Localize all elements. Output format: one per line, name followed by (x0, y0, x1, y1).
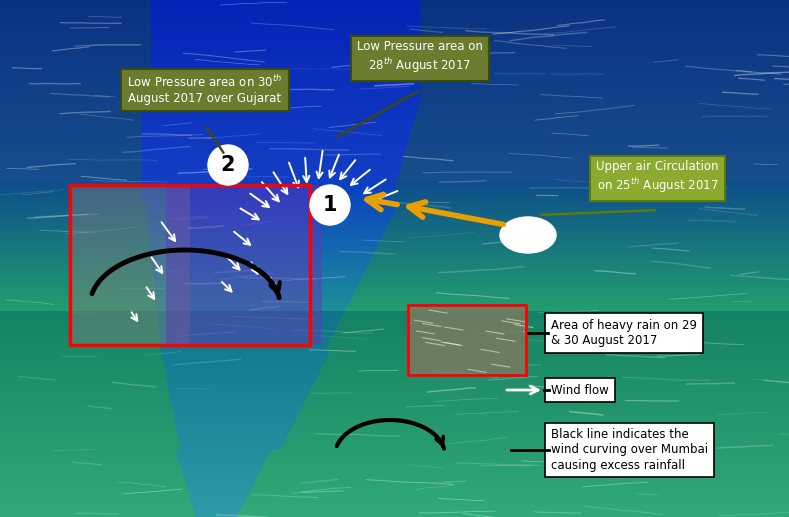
Bar (70, 185, 310, 345)
Text: Black line indicates the
wind curving over Mumbai
causing excess rainfall: Black line indicates the wind curving ov… (551, 429, 708, 472)
Text: 2: 2 (221, 155, 235, 175)
Text: Area of heavy rain on 29
& 30 August 2017: Area of heavy rain on 29 & 30 August 201… (551, 319, 697, 347)
Bar (408, 305, 526, 375)
Bar (408, 305, 526, 375)
Text: Wind flow: Wind flow (551, 384, 609, 397)
Text: Upper air Circulation
on 25$^{th}$ August 2017: Upper air Circulation on 25$^{th}$ Augus… (596, 160, 719, 195)
Bar (70, 185, 190, 345)
Circle shape (310, 185, 350, 225)
Text: Low Pressure area on 30$^{th}$
August 2017 over Gujarat: Low Pressure area on 30$^{th}$ August 20… (127, 74, 282, 105)
Bar (166, 185, 322, 345)
Text: Low Pressure area on
28$^{th}$ August 2017: Low Pressure area on 28$^{th}$ August 20… (357, 40, 483, 75)
Text: 1: 1 (323, 195, 337, 215)
Circle shape (208, 145, 248, 185)
Ellipse shape (500, 217, 556, 253)
